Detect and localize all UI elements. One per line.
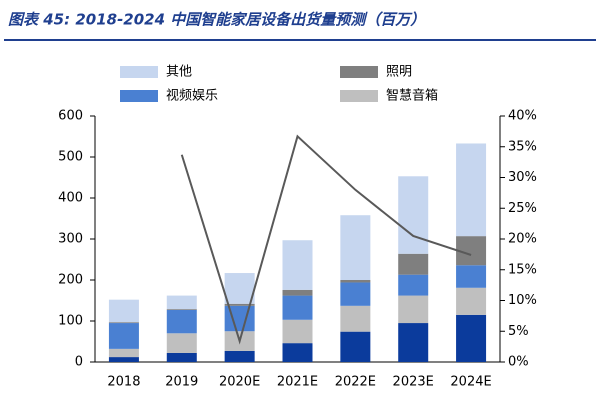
bar-segment (456, 287, 487, 315)
y-tick-label: 500 (58, 150, 83, 165)
legend-label: 视频娱乐 (166, 89, 218, 104)
y2-tick-label: 15% (508, 262, 537, 277)
legend-label: 智慧音箱 (386, 88, 438, 104)
bar-segment (340, 280, 371, 283)
bar-segment (456, 314, 487, 362)
bar-segment (108, 323, 139, 349)
x-tick-label: 2019 (165, 375, 198, 390)
legend-label: 其他 (166, 65, 192, 80)
x-tick-label: 2022E (335, 375, 376, 390)
bar-segment (224, 303, 255, 306)
x-tick-label: 2018 (107, 375, 140, 390)
legend-swatch (120, 90, 158, 102)
chart-title: 图表 45: 2018-2024 中国智能家居设备出货量预测（百万） (8, 11, 425, 29)
legend-swatch (120, 66, 158, 78)
legend-label: 照明 (386, 65, 412, 80)
y-tick-label: 400 (58, 191, 83, 206)
x-tick-label: 2024E (450, 375, 491, 390)
bar-segment (166, 333, 197, 353)
bar-segment (166, 295, 197, 310)
x-tick-label: 2023E (393, 375, 434, 390)
y2-tick-label: 10% (508, 293, 537, 308)
bar-segment (166, 309, 197, 334)
y-tick-label: 200 (58, 273, 83, 288)
bar-segment (340, 215, 371, 280)
legend-swatch (340, 90, 378, 102)
bar-segment (340, 282, 371, 306)
bar-segment (398, 253, 429, 275)
bar-segment (108, 357, 139, 362)
bar-segment (340, 331, 371, 362)
bar-segment (398, 176, 429, 254)
bar-segment (282, 240, 313, 290)
y-tick-label: 300 (58, 232, 83, 247)
bar-segment (456, 143, 487, 237)
bar-segment (398, 323, 429, 362)
y-tick-label: 100 (58, 314, 83, 329)
bar-segment (166, 352, 197, 362)
y2-tick-label: 35% (508, 139, 537, 154)
y2-tick-label: 5% (508, 324, 529, 339)
bar-segment (398, 274, 429, 296)
bar-segment (166, 309, 197, 310)
bar-segment (108, 299, 139, 323)
bar-segment (108, 322, 139, 324)
x-tick-label: 2021E (277, 375, 318, 390)
y-tick-label: 600 (58, 109, 83, 124)
y2-tick-label: 40% (508, 109, 537, 124)
bar-segment (398, 295, 429, 324)
x-tick-label: 2020E (219, 375, 260, 390)
line-series (180, 134, 472, 345)
bar-segment (282, 295, 313, 320)
y-tick-label: 0 (75, 355, 83, 370)
y2-tick-label: 0% (508, 355, 529, 370)
bar-segment (282, 319, 313, 344)
bar-segment (282, 289, 313, 296)
y2-tick-label: 25% (508, 201, 537, 216)
bar-segment (282, 343, 313, 362)
legend-swatch (340, 66, 378, 78)
y2-tick-label: 30% (508, 170, 537, 185)
bar-segment (108, 348, 139, 358)
bar-segment (224, 350, 255, 362)
bar-segment (340, 305, 371, 332)
bar-segment (224, 273, 255, 304)
y2-tick-label: 20% (508, 232, 537, 247)
bar-segment (456, 265, 487, 288)
